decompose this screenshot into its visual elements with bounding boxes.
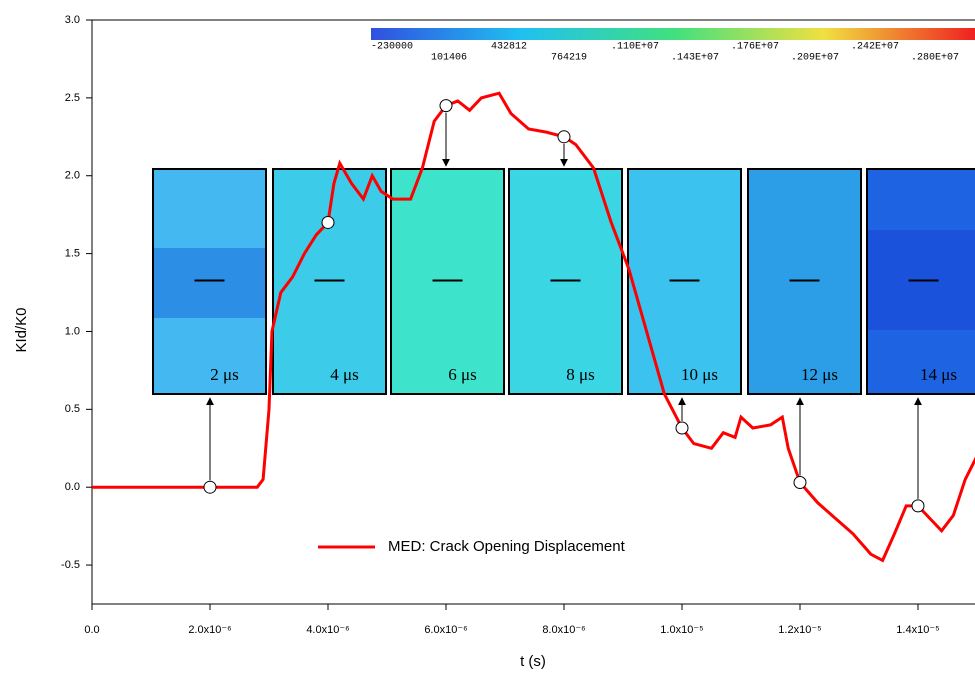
y-axis-title: KId/K0	[13, 307, 30, 352]
y-tick-label: -0.5	[61, 559, 80, 571]
y-tick-label: 3.0	[65, 14, 80, 26]
colorbar-label: .280E+07	[911, 53, 959, 64]
x-tick-label: 1.2x10⁻⁵	[778, 624, 821, 636]
colorbar-label: .176E+07	[731, 42, 779, 53]
snapshot-label: 10 μs	[681, 365, 718, 384]
colorbar-label: .242E+07	[851, 42, 899, 53]
x-tick-label: 2.0x10⁻⁶	[188, 624, 231, 636]
legend-label: MED: Crack Opening Displacement	[388, 538, 626, 555]
snapshot-label: 2 μs	[210, 365, 238, 384]
snapshot-marker	[676, 422, 688, 434]
snapshot-marker	[558, 131, 570, 143]
x-tick-label: 0.0	[84, 624, 99, 636]
x-tick-label: 1.0x10⁻⁵	[660, 624, 703, 636]
colorbar-label: .209E+07	[791, 53, 839, 64]
x-tick-label: 8.0x10⁻⁶	[542, 624, 585, 636]
colorbar	[371, 28, 975, 40]
snapshot-label: 8 μs	[566, 365, 594, 384]
snapshot-label: 14 μs	[920, 365, 957, 384]
snapshot-marker	[440, 100, 452, 112]
x-tick-label: 1.4x10⁻⁵	[896, 624, 939, 636]
x-tick-label: 6.0x10⁻⁶	[424, 624, 467, 636]
snapshot-label: 4 μs	[330, 365, 358, 384]
colorbar-label: -230000	[371, 42, 413, 53]
colorbar-label: 764219	[551, 53, 587, 64]
y-tick-label: 1.5	[65, 248, 80, 260]
snapshot-label: 12 μs	[801, 365, 838, 384]
snapshot-marker	[322, 216, 334, 228]
snapshot-marker	[204, 481, 216, 493]
snapshot-band	[154, 248, 265, 318]
snapshot-marker	[794, 477, 806, 489]
y-tick-label: 0.0	[65, 481, 80, 493]
colorbar-label: 432812	[491, 42, 527, 53]
snapshot-marker	[912, 500, 924, 512]
x-tick-label: 4.0x10⁻⁶	[306, 624, 349, 636]
colorbar-label: .110E+07	[611, 42, 659, 53]
y-tick-label: 1.0	[65, 325, 80, 337]
snapshot-label: 6 μs	[448, 365, 476, 384]
colorbar-label: 101406	[431, 53, 467, 64]
x-axis-title: t (s)	[520, 653, 546, 670]
colorbar-label: .143E+07	[671, 53, 719, 64]
y-tick-label: 0.5	[65, 403, 80, 415]
y-tick-label: 2.0	[65, 170, 80, 182]
chart: t (s) KId/K0 -0.5 0.0 0.5 1.0 1.5 2.0 2.5 3.0 0.…	[0, 0, 975, 677]
y-tick-label: 2.5	[65, 92, 80, 104]
page: t (s) KId/K0 -0.5 0.0 0.5 1.0 1.5 2.0 2.5 3.0 0.…	[0, 0, 975, 677]
